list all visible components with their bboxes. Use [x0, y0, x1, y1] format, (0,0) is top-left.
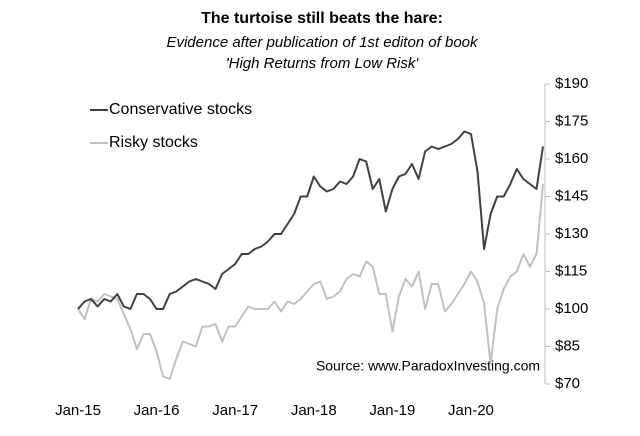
legend-label: Risky stocks [109, 134, 198, 151]
x-tick-label: Jan-17 [212, 402, 258, 419]
y-tick-label: $145 [555, 187, 588, 204]
x-tick-label: Jan-18 [291, 402, 337, 419]
x-tick-label: Jan-15 [55, 402, 101, 419]
legend-label: Conservative stocks [109, 101, 252, 118]
x-tick-label: Jan-16 [134, 402, 180, 419]
y-tick-label: $175 [555, 112, 588, 129]
y-tick-label: $100 [555, 300, 588, 317]
y-tick-label: $85 [555, 337, 580, 354]
x-tick-label: Jan-20 [448, 402, 494, 419]
y-tick-label: $190 [555, 75, 588, 92]
y-tick-label: $115 [555, 262, 587, 279]
chart-subtitle: 'High Returns from Low Risk' [226, 55, 420, 72]
series-line [77, 130, 544, 310]
chart-title: The turtoise still beats the hare: [201, 10, 443, 27]
y-tick-label: $160 [555, 150, 588, 167]
source-annotation: Source: www.ParadoxInvesting.com [316, 358, 540, 374]
series-line [77, 183, 544, 380]
y-tick-label: $130 [555, 225, 588, 242]
x-tick-label: Jan-19 [369, 402, 415, 419]
y-tick-label: $70 [555, 375, 580, 392]
chart-subtitle: Evidence after publication of 1st editon… [166, 34, 479, 51]
